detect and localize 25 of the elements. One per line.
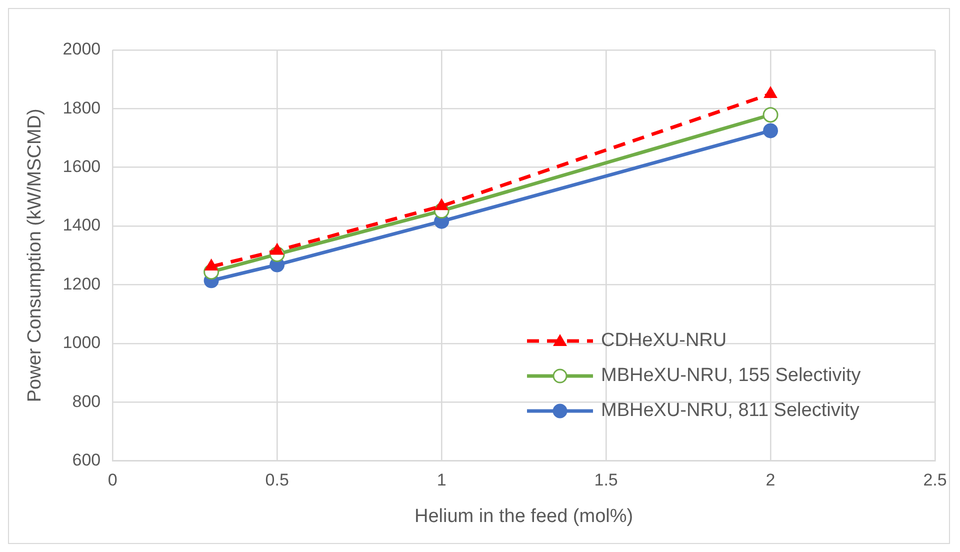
- legend-label: CDHeXU-NRU: [601, 330, 727, 352]
- point: [270, 243, 284, 255]
- y-tick-label: 2000: [62, 40, 101, 59]
- y-tick-label: 1000: [62, 333, 101, 352]
- x-tick-label: 2: [766, 470, 776, 490]
- y-tick-label: 600: [72, 450, 101, 470]
- x-axis-title: Helium in the feed (mol%): [414, 506, 634, 527]
- legend-label: MBHeXU-NRU, 155 Selectivity: [601, 364, 861, 386]
- legend-label: MBHeXU-NRU, 811 Selectivity: [601, 400, 860, 422]
- y-tick-label: 1600: [62, 157, 101, 176]
- x-tick-label: 0.5: [265, 470, 289, 490]
- point: [435, 198, 448, 210]
- y-tick-label: 1800: [62, 98, 101, 118]
- x-tick-label: 0: [108, 470, 118, 490]
- x-tick-label: 2.5: [923, 470, 947, 490]
- x-tick-label: 1: [436, 470, 446, 490]
- point: [204, 259, 218, 271]
- y-tick-label: 1400: [62, 216, 101, 235]
- point: [762, 107, 778, 123]
- y-tick-label: 1200: [62, 274, 101, 294]
- y-tick-label: 800: [72, 392, 101, 411]
- x-tick-label: 1.5: [594, 470, 618, 490]
- y-axis-title: Power Consumption (kW/MSCMD): [24, 108, 46, 402]
- point: [763, 123, 778, 138]
- point: [764, 86, 778, 98]
